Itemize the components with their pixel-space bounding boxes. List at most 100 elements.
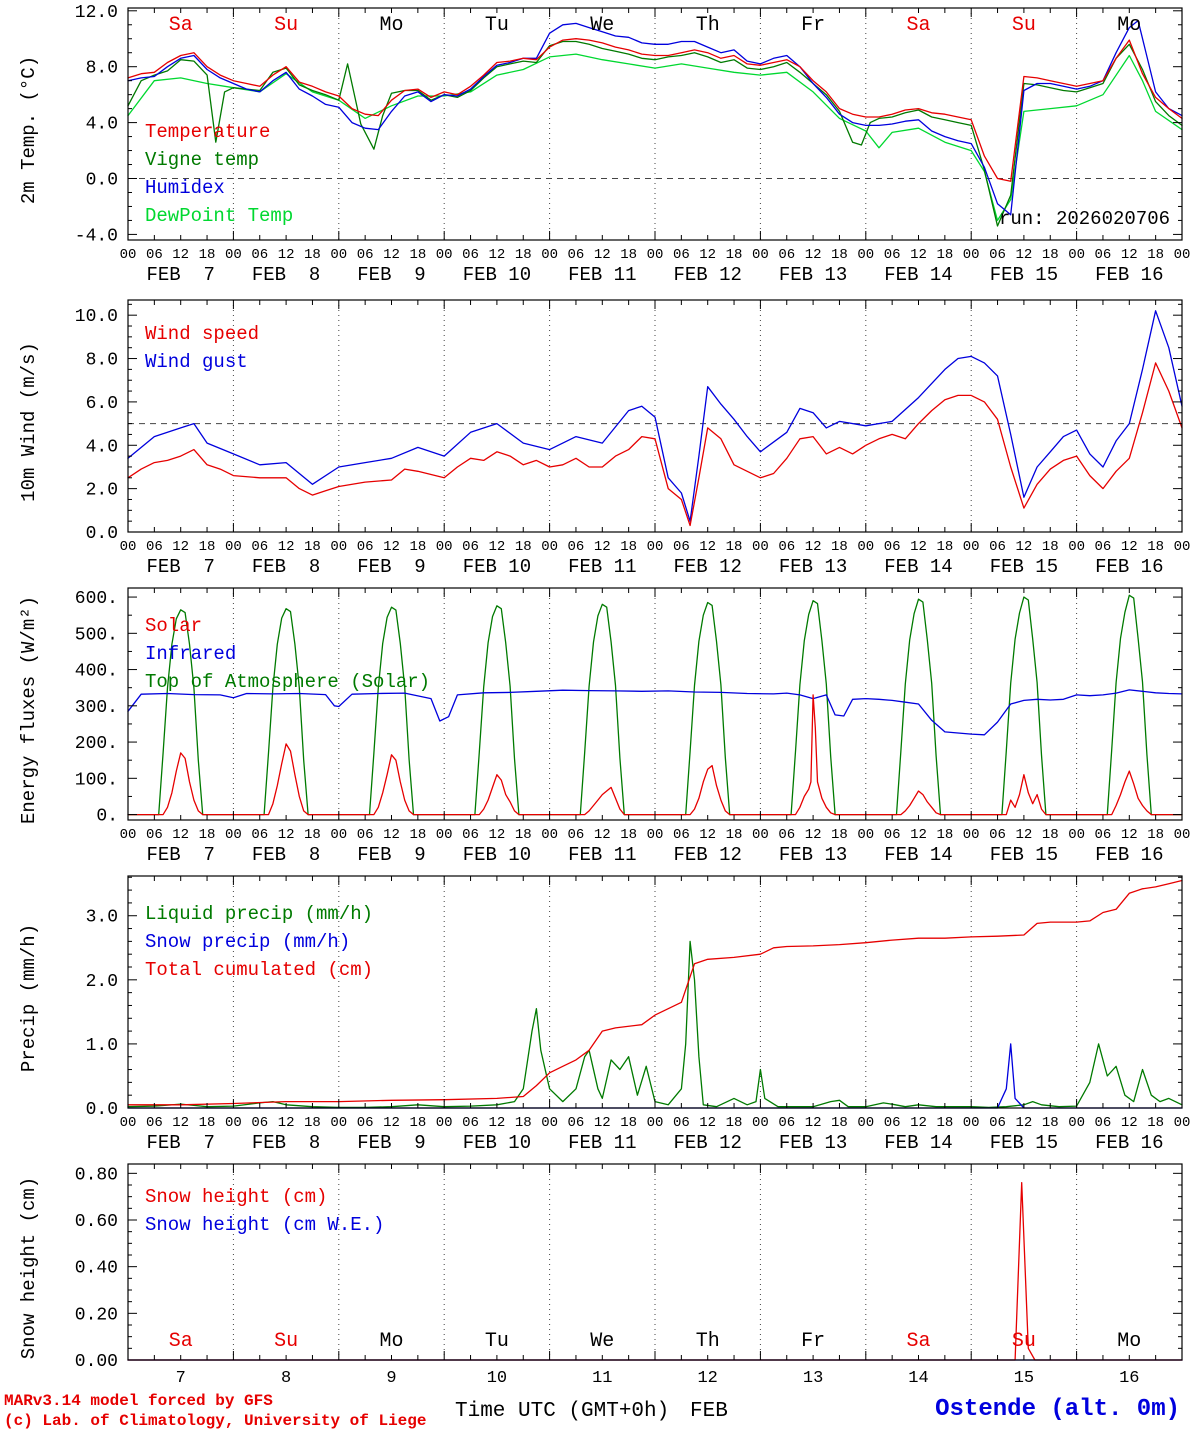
svg-text:12: 12 <box>488 827 505 843</box>
svg-text:06: 06 <box>462 827 479 843</box>
svg-text:Su: Su <box>274 1330 298 1353</box>
svg-text:00: 00 <box>1174 1115 1191 1131</box>
svg-text:00: 00 <box>225 247 242 263</box>
svg-text:06: 06 <box>1095 539 1112 555</box>
x-axis-month-label: FEB <box>690 1400 728 1423</box>
svg-text:00: 00 <box>120 827 137 843</box>
svg-text:FEB 11: FEB 11 <box>568 844 636 866</box>
svg-text:00: 00 <box>752 247 769 263</box>
svg-text:12: 12 <box>172 247 189 263</box>
svg-text:Sa: Sa <box>906 1330 930 1353</box>
svg-text:12: 12 <box>910 247 927 263</box>
svg-text:FEB 13: FEB 13 <box>779 844 847 866</box>
svg-text:14: 14 <box>908 1369 928 1388</box>
svg-text:FEB 10: FEB 10 <box>463 264 531 286</box>
svg-text:18: 18 <box>199 247 216 263</box>
svg-text:0.00: 0.00 <box>75 1352 118 1372</box>
legend-precip-2: Total cumulated (cm) <box>145 959 373 981</box>
svg-text:12: 12 <box>172 539 189 555</box>
svg-text:06: 06 <box>251 247 268 263</box>
svg-text:200.: 200. <box>75 734 118 754</box>
panel-flux: 00 06 12 18 00 06 12 18 00 06 12 18 00 06 12 18 00 06 12 18… <box>18 587 1191 866</box>
legend-snow-0: Snow height (cm) <box>145 1186 327 1208</box>
svg-text:12: 12 <box>697 1369 717 1388</box>
svg-text:18: 18 <box>515 827 532 843</box>
svg-text:00: 00 <box>436 247 453 263</box>
svg-text:06: 06 <box>989 827 1006 843</box>
svg-text:Sa: Sa <box>169 14 193 37</box>
svg-text:06: 06 <box>989 539 1006 555</box>
svg-text:12: 12 <box>594 539 611 555</box>
svg-text:00: 00 <box>1174 247 1191 263</box>
svg-text:00: 00 <box>436 827 453 843</box>
svg-text:00: 00 <box>647 539 664 555</box>
svg-text:18: 18 <box>1042 247 1059 263</box>
svg-text:00: 00 <box>1174 827 1191 843</box>
svg-text:06: 06 <box>1095 1115 1112 1131</box>
svg-text:12: 12 <box>383 1115 400 1131</box>
svg-text:9: 9 <box>386 1369 396 1388</box>
svg-text:18: 18 <box>936 247 953 263</box>
svg-text:18: 18 <box>515 539 532 555</box>
legend-flux-1: Infrared <box>145 643 236 665</box>
svg-text:400.: 400. <box>75 662 118 682</box>
svg-text:00: 00 <box>752 1115 769 1131</box>
svg-text:0.20: 0.20 <box>75 1305 118 1325</box>
svg-text:18: 18 <box>1147 1115 1164 1131</box>
svg-text:Th: Th <box>696 14 720 37</box>
svg-text:18: 18 <box>409 539 426 555</box>
svg-text:18: 18 <box>936 827 953 843</box>
svg-text:12: 12 <box>488 247 505 263</box>
svg-text:06: 06 <box>989 1115 1006 1131</box>
svg-text:12: 12 <box>172 827 189 843</box>
svg-text:00: 00 <box>963 247 980 263</box>
svg-text:12: 12 <box>278 539 295 555</box>
panel-wind: 00 06 12 18 00 06 12 18 00 06 12 18 00 06 12 18 00 06 12 18… <box>18 299 1190 578</box>
svg-text:300.: 300. <box>75 698 118 718</box>
svg-text:06: 06 <box>146 1115 163 1131</box>
svg-text:06: 06 <box>673 539 690 555</box>
svg-text:Sa: Sa <box>906 14 930 37</box>
svg-text:00: 00 <box>857 1115 874 1131</box>
svg-text:7: 7 <box>176 1369 186 1388</box>
svg-text:1.0: 1.0 <box>86 1036 118 1056</box>
svg-text:12: 12 <box>383 539 400 555</box>
svg-text:00: 00 <box>541 1115 558 1131</box>
svg-text:00: 00 <box>120 247 137 263</box>
svg-text:12: 12 <box>278 247 295 263</box>
svg-text:06: 06 <box>357 1115 374 1131</box>
svg-text:Su: Su <box>1012 14 1036 37</box>
svg-text:06: 06 <box>778 1115 795 1131</box>
svg-text:18: 18 <box>409 247 426 263</box>
svg-text:06: 06 <box>462 539 479 555</box>
y-axis-label-wind: 10m Wind (m/s) <box>18 342 40 502</box>
svg-text:06: 06 <box>1095 827 1112 843</box>
svg-text:Sa: Sa <box>169 1330 193 1353</box>
svg-text:12: 12 <box>278 1115 295 1131</box>
svg-text:06: 06 <box>884 1115 901 1131</box>
svg-text:06: 06 <box>568 539 585 555</box>
svg-text:10: 10 <box>487 1369 507 1388</box>
svg-text:18: 18 <box>199 1115 216 1131</box>
svg-text:0.: 0. <box>96 807 118 827</box>
y-axis-label-flux: Energy fluxes (W/m²) <box>18 596 40 824</box>
svg-text:06: 06 <box>568 1115 585 1131</box>
svg-text:12: 12 <box>488 1115 505 1131</box>
credit-line-2: (c) Lab. of Climatology, University of L… <box>4 1412 427 1430</box>
svg-text:Mo: Mo <box>1117 14 1141 37</box>
svg-text:6.0: 6.0 <box>86 394 118 414</box>
svg-text:12: 12 <box>699 1115 716 1131</box>
svg-text:18: 18 <box>1147 247 1164 263</box>
svg-text:12: 12 <box>805 1115 822 1131</box>
series-solar <box>127 694 1183 816</box>
svg-text:FEB 7: FEB 7 <box>146 556 214 578</box>
svg-text:00: 00 <box>1068 247 1085 263</box>
svg-text:00: 00 <box>963 539 980 555</box>
station-label: Ostende (alt. 0m) <box>935 1396 1180 1423</box>
svg-text:06: 06 <box>251 827 268 843</box>
svg-text:FEB 10: FEB 10 <box>463 1132 531 1154</box>
svg-text:12.0: 12.0 <box>75 3 118 23</box>
svg-text:18: 18 <box>1042 827 1059 843</box>
svg-text:18: 18 <box>831 247 848 263</box>
